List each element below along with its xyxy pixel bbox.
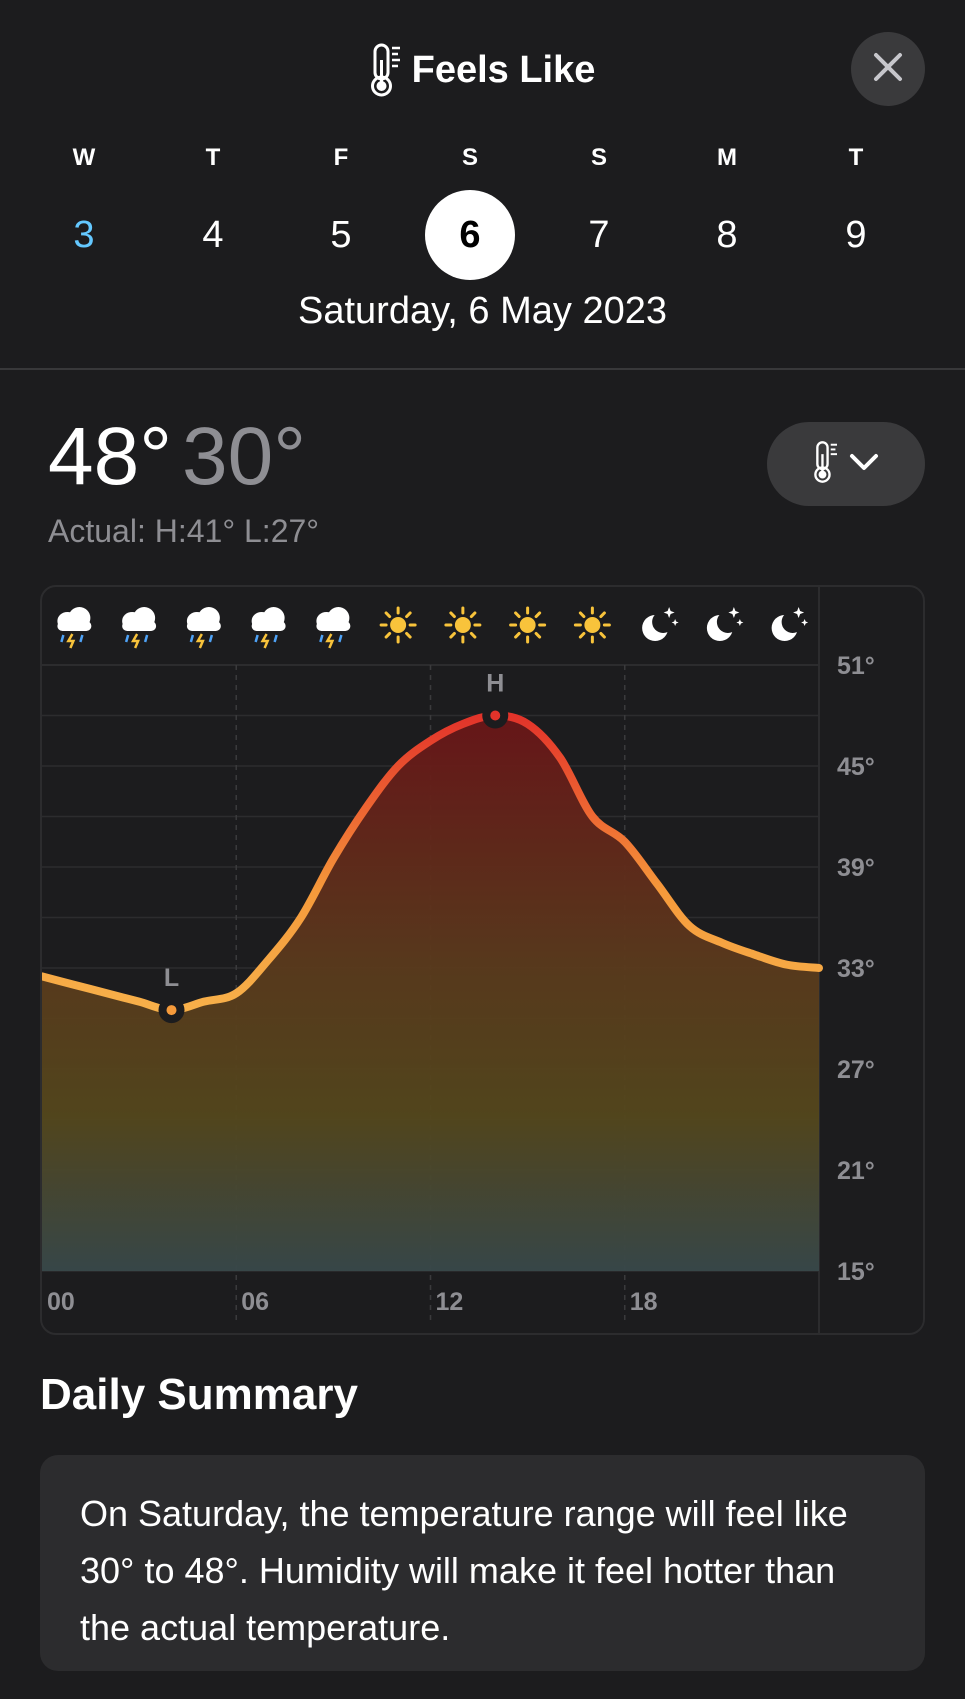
moon-stars-icon [771,607,809,641]
thunderstorm-icon [316,607,351,649]
day-letter: W [72,144,96,171]
x-tick-label: 06 [241,1288,269,1316]
thermometer-icon [370,42,402,98]
day-letter: M [717,144,737,171]
day-letter: F [333,144,349,171]
x-tick-label: 12 [436,1288,464,1316]
day-number: 4 [202,214,224,256]
high-marker-dot [490,710,501,721]
moon-stars-icon [706,607,744,641]
close-button[interactable] [851,32,925,106]
metric-selector-button[interactable] [767,422,925,506]
y-tick-label: 39° [837,854,875,882]
low-marker-dot [166,1005,177,1016]
daily-summary-card: On Saturday, the temperature range will … [40,1455,925,1671]
divider [0,368,965,370]
title-text: Feels Like [411,48,596,91]
day-letter: S [590,144,607,171]
high-marker-label: H [486,670,504,698]
y-tick-label: 45° [837,753,875,781]
thunderstorm-icon [57,607,92,649]
x-tick-label: 00 [47,1288,75,1316]
day-number: 3 [73,214,95,256]
sun-icon [509,606,547,644]
temperature-range: 48° 30° [48,410,306,504]
daily-summary-text: On Saturday, the temperature range will … [80,1493,848,1648]
feels-like-high: 48° [48,411,173,502]
day-letter: S [461,144,478,171]
feels-like-chart: H L 51° 45° 39° 33° 27° 21° 15° 00 06 12 18 [40,585,925,1335]
y-tick-label: 51° [837,652,875,680]
thunderstorm-icon [251,607,286,649]
sun-icon [379,606,417,644]
y-tick-label: 21° [837,1157,875,1185]
sun-icon [573,606,611,644]
selected-date-label: Saturday, 6 May 2023 [298,290,667,332]
y-tick-label: 33° [837,955,875,983]
chart-svg: H L 51° 45° 39° 33° 27° 21° 15° 00 06 12 18 [42,587,875,1333]
area-fill [42,715,819,1271]
x-tick-label: 18 [630,1288,658,1316]
y-tick-label: 27° [837,1056,875,1084]
y-tick-label: 15° [837,1258,875,1286]
low-marker-label: L [164,964,179,992]
feels-like-low: 30° [182,411,307,502]
sun-icon [444,606,482,644]
day-letter: T [848,144,864,171]
thermometer-icon [813,440,839,489]
thunderstorm-icon [122,607,157,649]
daily-summary-title: Daily Summary [40,1370,358,1419]
day-number: 8 [716,214,738,256]
close-icon [873,52,903,87]
day-number: 9 [845,214,867,256]
moon-stars-icon [642,607,679,641]
day-number: 7 [588,214,610,256]
actual-temperature: Actual: H:41° L:27° [48,513,320,549]
day-number: 5 [330,214,352,256]
chevron-down-icon [849,452,879,477]
thunderstorm-icon [186,607,221,649]
page-title: Feels Like [0,42,965,98]
day-letter: T [205,144,221,171]
day-number: 6 [425,190,515,280]
